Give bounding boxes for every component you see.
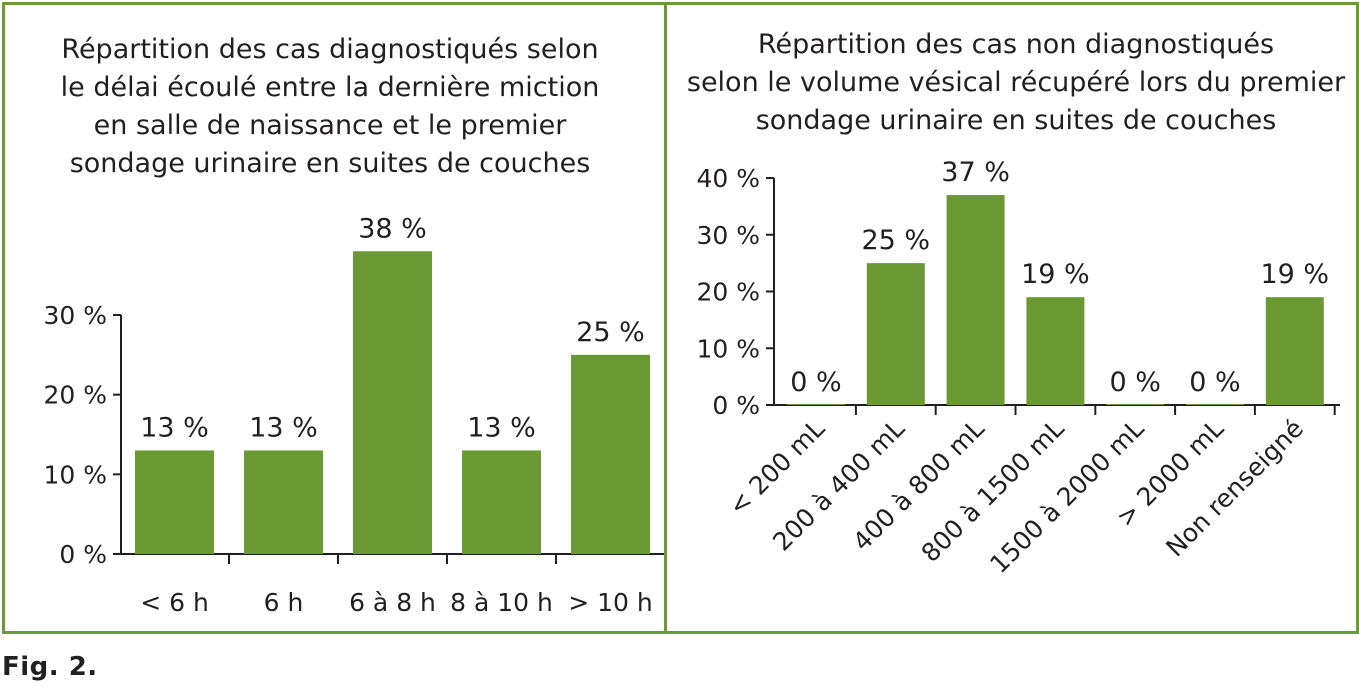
y-tick-label: 10 % [696,334,760,363]
data-label: 13 % [249,412,318,443]
data-label: 19 % [1021,259,1090,290]
chart-title-line: sondage urinaire en suites de couches [70,148,591,179]
bar [135,450,214,554]
bar [1106,404,1165,405]
data-label: 38 % [358,213,427,244]
y-tick-label: 40 % [696,164,760,193]
chart-panel-1: Répartition des cas diagnostiqués selon l… [43,34,664,617]
chart-title-line: sondage urinaire en suites de couches [756,105,1277,136]
y-tick-label: 30 % [43,301,107,330]
chart-panel-2: Répartition des cas non diagnostiqués sel… [687,29,1346,579]
data-label: 25 % [861,225,930,256]
bar [1265,297,1324,405]
y-tick-label: 10 % [43,460,107,489]
bar [244,450,323,554]
bar [462,450,541,554]
panel-divider [664,2,667,631]
data-label: 25 % [576,317,645,348]
y-tick-label: 30 % [696,221,760,250]
bar [1026,297,1085,405]
data-label: 0 % [790,367,841,398]
x-tick-label: < 6 h [140,588,209,617]
data-label: 19 % [1260,259,1329,290]
bar [571,354,650,554]
chart-title-line: Répartition des cas non diagnostiqués [758,29,1274,60]
y-tick-label: 20 % [43,381,107,410]
y-tick-label: 0 % [59,540,107,569]
bar [866,263,925,405]
x-tick-label: 6 h [264,588,304,617]
bar [946,195,1005,405]
bar [1186,404,1244,405]
x-tick-label: > 10 h [568,588,653,617]
data-label: 37 % [941,157,1010,188]
data-label: 0 % [1189,367,1240,398]
data-label: 0 % [1109,367,1160,398]
data-label: 13 % [467,412,536,443]
x-tick-label: Non renseigné [1160,414,1309,563]
figure-frame [2,2,1359,634]
x-tick-label: 8 à 10 h [450,588,553,617]
chart-title-line: selon le volume vésical récupéré lors du… [687,67,1346,98]
x-tick-label: 6 à 8 h [349,588,436,617]
data-label: 13 % [140,412,209,443]
chart-title-line: en salle de naissance et le premier [94,110,568,141]
chart-title-line: le délai écoulé entre la dernière mictio… [61,72,600,103]
chart-title-line: Répartition des cas diagnostiqués selon [61,34,598,65]
y-tick-label: 20 % [696,278,760,307]
bar [787,404,845,405]
figure-caption: Fig. 2. [2,652,98,682]
x-tick-label: 1500 à 2000 mL [984,414,1149,579]
x-tick-label: 800 à 1500 mL [916,414,1070,568]
bar [353,251,432,554]
y-tick-label: 0 % [712,391,760,420]
